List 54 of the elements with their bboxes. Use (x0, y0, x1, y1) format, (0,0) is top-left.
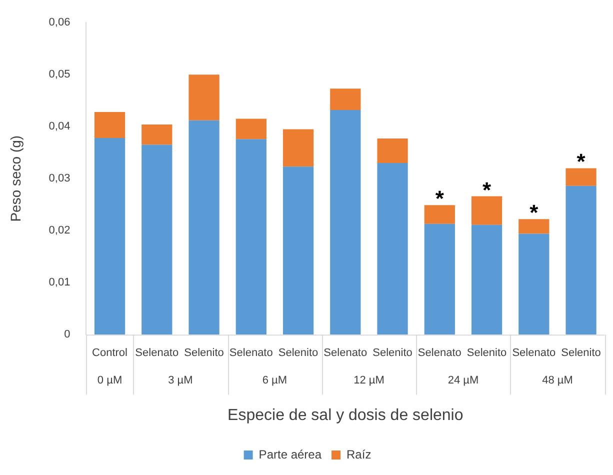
data-label: * (530, 200, 539, 226)
legend-label: Parte aérea (258, 447, 322, 462)
x-tick-label: Selenito (561, 347, 601, 360)
bar (282, 166, 314, 335)
x-tick-label: Selenito (466, 347, 507, 360)
data-label: * (435, 186, 444, 212)
bar (330, 110, 361, 335)
text: 3 µM (168, 374, 193, 387)
bar (471, 196, 502, 225)
bar (518, 234, 550, 335)
bar (518, 219, 550, 234)
y-tick-label: 0,05 (48, 68, 70, 81)
bar (236, 118, 266, 140)
bar (236, 139, 266, 335)
x-tick-label: Selenato (418, 347, 462, 360)
text: 6 µM (262, 374, 288, 387)
y-tick-label: 0,02 (48, 224, 70, 237)
legend-label: Raíz (346, 447, 372, 462)
bar (188, 120, 220, 335)
x-tick-label: Selenito (278, 347, 318, 360)
bar (188, 74, 220, 120)
bar (330, 88, 361, 110)
y-axis-title: Peso seco (g) (7, 135, 24, 222)
bar (424, 205, 455, 224)
y-tick-label: 0 (64, 328, 70, 341)
bar (377, 163, 408, 335)
bar (377, 138, 408, 163)
bar (566, 168, 596, 186)
bar (471, 224, 502, 335)
bar (282, 129, 314, 167)
x-tick-label: Selenito (184, 347, 224, 360)
bar (142, 124, 172, 145)
data-label: * (482, 177, 492, 202)
y-tick-label: 0,04 (48, 120, 70, 133)
bar (142, 144, 172, 335)
y-tick-label: 0,06 (48, 16, 70, 29)
y-tick-label: 0,03 (48, 172, 70, 185)
bar (424, 224, 455, 335)
bar (566, 186, 596, 335)
x-tick-label: Selenato (135, 347, 179, 360)
bar (94, 138, 126, 335)
x-axis-title: Especie de sal y dosis de selenio (228, 406, 464, 424)
text: 48 µM (542, 374, 573, 387)
y-tick-label: 0,01 (48, 276, 70, 289)
x-tick-label: Selenito (372, 347, 412, 360)
x-tick-label: Selenato (512, 347, 556, 360)
x-tick-label: Control (92, 347, 128, 360)
bar (94, 112, 126, 138)
text: 0 µM (97, 374, 122, 387)
x-tick-label: Selenato (324, 347, 368, 360)
text: 12 µM (354, 374, 384, 387)
x-tick-label: Selenato (229, 347, 273, 360)
data-label: * (576, 149, 586, 174)
text: 24 µM (448, 374, 479, 387)
